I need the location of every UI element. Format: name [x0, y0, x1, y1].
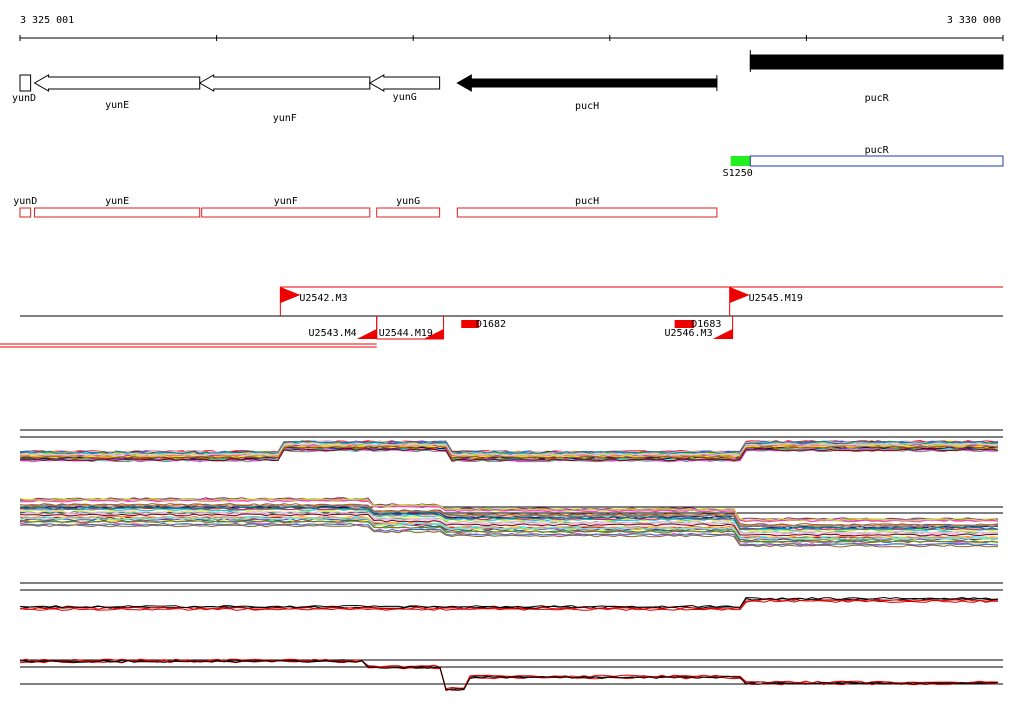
profile-line: [19, 442, 999, 456]
gene-box: [34, 207, 201, 218]
gene-shape: [198, 74, 371, 92]
gene-label: yunG: [393, 92, 417, 103]
gene-box: [19, 207, 32, 218]
profile-line: [19, 448, 999, 462]
gene-arrow-yunF[interactable]: yunF: [198, 74, 371, 124]
gene-label: yunE: [105, 100, 129, 111]
gene-label: yunF: [273, 113, 297, 124]
gene-box-label: yunG: [396, 196, 420, 207]
transcript-U2543.M4[interactable]: U2543.M4: [0, 316, 378, 348]
marker-block: [461, 320, 479, 328]
transcript-flag: [356, 329, 377, 339]
regulatory-S1250[interactable]: S1250: [723, 156, 753, 179]
gene-shape: [33, 74, 201, 92]
gene-label: yunD: [12, 93, 36, 104]
profile-line: [19, 506, 999, 530]
ruler-ticks: [19, 35, 1004, 41]
ruler-end-label: 3 330 000: [947, 15, 1001, 26]
gene-box-label: pucH: [575, 196, 599, 207]
profile-line: [19, 659, 999, 691]
transcript-label: U2545.M19: [749, 293, 803, 304]
profile-line: [19, 660, 999, 691]
gene-box-label: yunE: [105, 196, 129, 207]
transcript-flag: [712, 329, 733, 339]
transcript-U2545.M19[interactable]: U2545.M19: [729, 286, 1003, 316]
expression-profiles: [19, 429, 1003, 692]
transcript-U2546.M3[interactable]: U2546.M3: [664, 316, 734, 339]
gene-box-pucH[interactable]: pucH: [456, 196, 718, 218]
profile-group: [19, 497, 999, 548]
gene-box-label: yunF: [274, 196, 298, 207]
transcript-U2542.M3[interactable]: U2542.M3: [279, 286, 1003, 316]
transcript-label: U2544.M19: [379, 328, 433, 339]
marker-label: D1682: [476, 319, 506, 330]
gene-shape: [456, 74, 718, 92]
gene-label: pucR: [865, 93, 890, 104]
gene-box-yunD[interactable]: yunD: [13, 196, 37, 218]
ruler: 3 325 001 3 330 000: [19, 15, 1004, 41]
sigma-site: [730, 156, 751, 166]
profile-group: [19, 439, 999, 463]
profile-line: [19, 512, 999, 536]
profile-line: [19, 513, 999, 537]
profile-line: [19, 524, 998, 548]
gene-shape: [749, 54, 1004, 70]
profile-line: [19, 497, 999, 521]
gene-box-yunF[interactable]: yunF: [201, 196, 371, 218]
transcript-label: U2543.M4: [309, 328, 357, 339]
profile-line: [19, 520, 999, 544]
profile-group: [19, 658, 999, 692]
gene-arrows-track: yunD yunE yunF yunG pucH pucR: [12, 50, 1004, 124]
regulatory-label: pucR: [865, 145, 890, 156]
gene-box-yunE[interactable]: yunE: [34, 196, 201, 218]
gene-box-yunG[interactable]: yunG: [376, 196, 441, 218]
profile-line: [19, 502, 999, 527]
profile-line: [19, 596, 999, 609]
regulatory-label: S1250: [723, 168, 753, 179]
marker-D1682[interactable]: D1682: [461, 319, 506, 330]
transcript-U2544.M19[interactable]: U2544.M19: [376, 316, 445, 340]
gene-arrow-yunE[interactable]: yunE: [33, 74, 201, 111]
transcript-flag: [280, 287, 301, 303]
profile-group: [19, 596, 999, 611]
gene-arrow-yunD[interactable]: yunD: [12, 74, 36, 104]
profile-line: [19, 658, 999, 690]
profile-line: [19, 659, 999, 692]
profile-line: [19, 516, 999, 540]
transcript-label: U2542.M3: [299, 293, 347, 304]
regulatory-region: [749, 155, 1004, 167]
profile-line: [19, 504, 999, 528]
gene-arrow-pucR[interactable]: pucR: [749, 50, 1004, 104]
gene-label: pucH: [575, 101, 599, 112]
gene-arrow-yunG[interactable]: yunG: [368, 74, 441, 103]
marker-D1683[interactable]: D1683: [674, 319, 722, 330]
profile-line: [19, 441, 999, 455]
ruler-start-label: 3 325 001: [20, 15, 74, 26]
transcripts-track: U2542.M3 U2543.M4 U2544.M19 U2545.M19 U2546.…: [0, 286, 1003, 348]
gene-shape: [368, 74, 441, 92]
gene-arrow-pucH[interactable]: pucH: [456, 74, 718, 112]
marker-label: D1683: [691, 319, 721, 330]
regulatory-pucR-region[interactable]: pucR: [749, 145, 1004, 167]
profile-line: [19, 445, 999, 459]
gene-boxes-track: yunD yunE yunF yunG pucH: [13, 196, 718, 218]
gene-box-label: yunD: [13, 196, 37, 207]
regulatory-track: S1250 pucR: [723, 145, 1004, 179]
transcript-flag: [423, 329, 444, 339]
marker-block: [674, 320, 695, 328]
gene-box: [456, 207, 718, 218]
gene-box: [376, 207, 441, 218]
transcript-label: U2546.M3: [664, 328, 712, 339]
gene-box: [201, 207, 371, 218]
profile-line: [19, 510, 999, 534]
profile-line: [19, 522, 999, 546]
transcript-flag: [729, 287, 750, 303]
gene-shape: [19, 74, 32, 92]
